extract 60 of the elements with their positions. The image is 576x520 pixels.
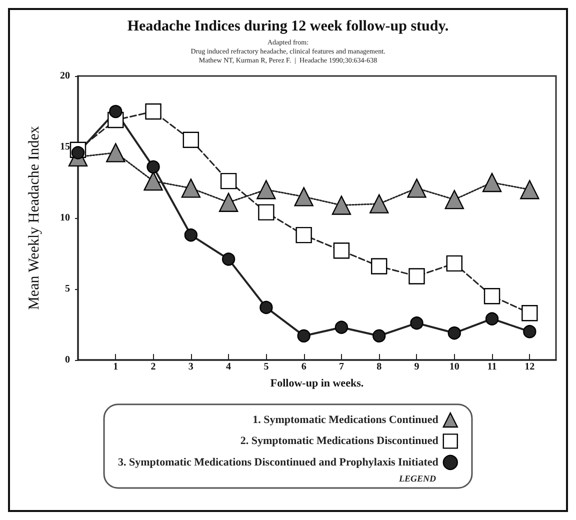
point	[334, 320, 348, 334]
point	[332, 196, 352, 215]
point	[410, 316, 424, 330]
point	[258, 204, 274, 220]
y-tick-label: 20	[60, 70, 70, 82]
x-tick-label: 5	[264, 362, 269, 372]
legend-title: LEGEND	[398, 474, 436, 484]
y-axis-title: Mean Weekly Headache Index	[26, 126, 42, 310]
y-tick-label: 5	[65, 284, 70, 294]
point	[372, 329, 386, 342]
point	[296, 226, 312, 244]
x-tick-label: 3	[188, 362, 194, 372]
point	[485, 312, 499, 326]
point	[407, 178, 426, 198]
point	[446, 255, 462, 272]
point	[260, 300, 273, 314]
x-tick-label: 1	[113, 362, 118, 372]
point	[144, 171, 163, 191]
x-tick-label: 7	[338, 362, 344, 372]
point	[184, 228, 198, 242]
legend-label: 2. Symptomatic Medications Discontinued	[240, 435, 438, 448]
point	[297, 329, 310, 342]
x-tick-label: 2	[150, 362, 156, 372]
point	[484, 288, 500, 304]
point	[256, 180, 276, 200]
point	[145, 103, 162, 120]
point	[520, 180, 540, 200]
legend-label: 3. Symptomatic Medications Discontinued and Prophylaxis Initiated	[118, 456, 438, 468]
point	[448, 326, 461, 340]
point	[371, 258, 388, 274]
point	[408, 268, 425, 284]
x-tick-label: 4	[226, 362, 232, 372]
y-tick-label: 15	[60, 142, 70, 152]
point	[522, 305, 538, 322]
x-tick-label: 11	[487, 362, 497, 372]
point	[444, 190, 464, 210]
point	[222, 252, 236, 266]
point	[218, 192, 238, 212]
y-tick-label: 0	[65, 354, 70, 366]
y-tick-label: 10	[60, 212, 70, 224]
x-tick-label: 12	[524, 362, 535, 372]
x-tick-label: 10	[449, 362, 460, 372]
point	[182, 132, 200, 148]
point	[333, 242, 350, 259]
point	[523, 325, 536, 338]
x-tick-label: 8	[376, 362, 382, 372]
point	[109, 104, 122, 118]
point	[181, 178, 201, 198]
chart-title: Headache Indices during 12 week follow-up study.	[127, 18, 449, 34]
point	[146, 160, 160, 174]
point	[220, 172, 237, 190]
x-axis-title: Follow-up in weeks.	[270, 378, 364, 390]
point	[106, 143, 126, 162]
point	[294, 187, 314, 206]
x-tick-label: 6	[301, 362, 306, 372]
point	[482, 172, 502, 192]
point	[71, 146, 85, 160]
point	[370, 194, 389, 214]
legend-label: 1. Symptomatic Medications Continued	[252, 414, 438, 426]
x-tick-label: 9	[414, 362, 420, 372]
